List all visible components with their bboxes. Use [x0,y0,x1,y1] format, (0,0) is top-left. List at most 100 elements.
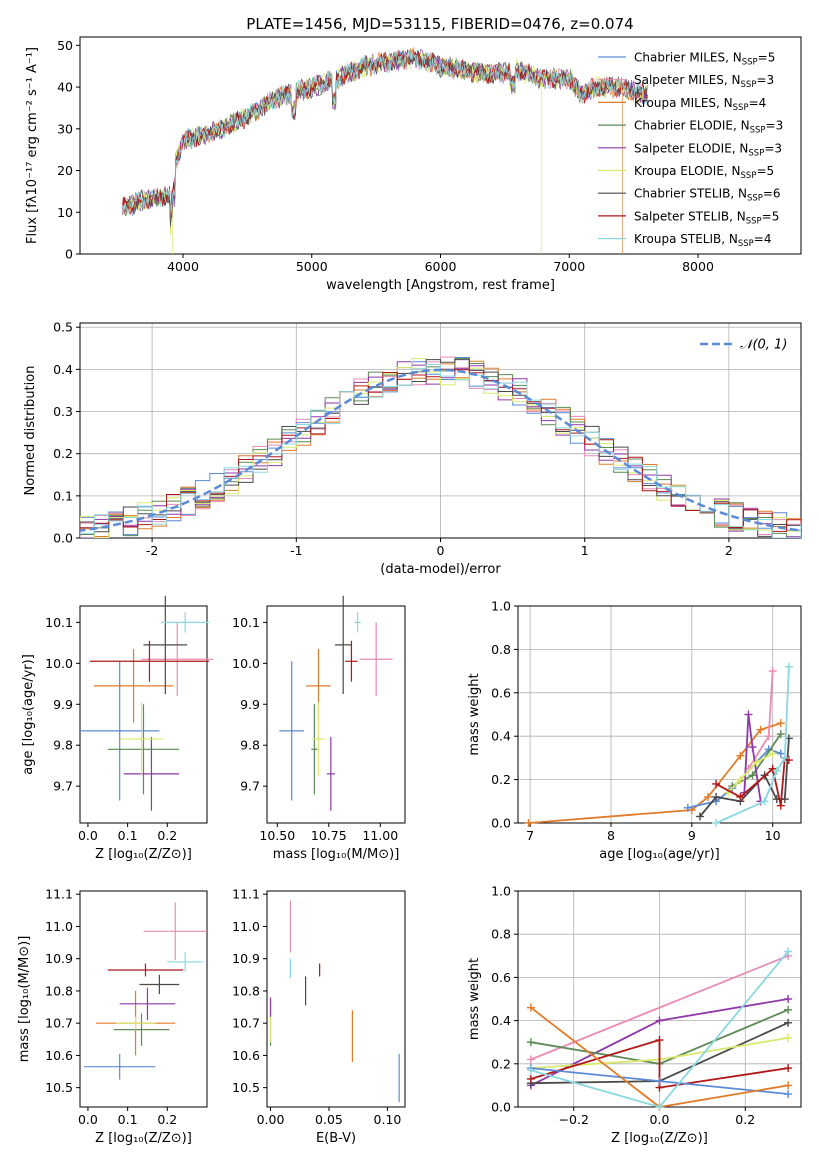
weight-marker [768,749,777,758]
weight-marker [748,743,757,752]
legend-tail: =4 [754,232,772,246]
weight-marker [784,995,793,1003]
weight-line-krou_miles [528,722,782,824]
legend-tail: =4 [749,96,767,110]
y-tick-label: 9.8 [53,738,73,753]
x-tick-label: 8 [607,828,615,843]
weight-marker [776,730,785,739]
errorbar-salp_stelib [107,963,184,977]
legend-subscript: SSP [741,80,757,90]
spectrum-series-krou_stelib [122,49,649,214]
x-tick-label: 10 [765,828,781,843]
errorbar-krou_stelib [167,952,204,972]
legend-entry: Kroupa MILES, NSSP=4 [634,96,766,113]
y-tick-label: 0.4 [53,362,73,377]
errorbar-salp_elodie [123,737,180,811]
spectrum-legend: Chabrier MILES, NSSP=5 Salpeter MILES, NS… [598,51,784,249]
errorbar-chab_elodie [113,1013,170,1046]
x-tick-label: 9 [688,828,696,843]
legend-tail: =5 [762,209,780,223]
residuals-ylabel: Normed distribution [23,366,38,496]
x-tick-label: 0.0 [78,828,98,843]
spectrum-ylabel: Flux [fλ10⁻¹⁷ erg cm⁻² s⁻¹ A⁻¹] [25,47,40,244]
legend-entry: Chabrier MILES, NSSP=5 [634,51,775,68]
spectrum-series-chab_elodie [122,48,649,224]
errorbar-chab_stelib [143,595,188,695]
weight-marker [744,710,753,719]
weight-marker [764,732,773,741]
y-tick-label: 10.8 [45,983,73,998]
residuals-xlabel: (data-model)/error [380,562,501,577]
legend-tail: =3 [766,119,784,133]
y-tick-label: 0.0 [53,531,73,546]
errorbar-salp_miles [143,902,207,961]
errorbar-chab_stelib [334,595,352,695]
weight-marker [526,1038,535,1047]
legend-subscript: SSP [747,194,763,204]
weight-marker [784,662,793,671]
weight-marker [655,1077,664,1086]
errorbar-salp_stelib [345,640,358,682]
z_weight-xlabel: Z [log₁₀(Z/Z⊙)] [611,1131,708,1146]
errorbar-krou_miles [93,648,174,723]
weight-line-salp_stelib [530,1038,789,1089]
y-tick-label: 0.5 [53,320,73,335]
weight-marker [695,812,704,821]
x-tick-label: −0.2 [559,1112,589,1127]
errorbar-krou_elodie [312,702,325,776]
weight-marker [736,775,745,784]
weight-marker [748,771,757,780]
weight-marker [712,779,721,788]
x-tick-label: 0.05 [315,1112,343,1127]
ebv_mass-xlabel: E(B-V) [316,1131,356,1146]
legend-tail: =3 [756,73,774,87]
x-tick-label: 0.2 [157,1112,177,1127]
y-tick-label: 0.2 [53,446,73,461]
y-tick-label: 10.6 [232,1048,260,1063]
weight-marker [736,751,745,760]
x-tick-label: 0.00 [257,1112,285,1127]
spectrum-lines [122,46,649,254]
ebv_mass-frame [266,890,406,1108]
weight-marker [526,1003,535,1012]
age_weight-xlabel: age [log₁₀(age/yr)] [599,847,720,862]
legend-entry: Salpeter MILES, NSSP=3 [634,73,774,90]
x-tick-label: 4000 [167,259,199,274]
y-tick-label: 20 [57,163,73,178]
weight-marker [784,1081,793,1090]
weight-marker [784,1090,793,1099]
x-tick-label: 10.75 [311,828,347,843]
y-tick-label: 10.1 [232,615,260,630]
legend-label: Chabrier STELIB, N [634,187,747,201]
y-tick-label: 9.7 [53,779,73,794]
y-tick-label: 0.6 [491,970,511,985]
legend-tail: =3 [764,141,782,155]
y-tick-label: 11.1 [232,887,260,902]
legend-label: Salpeter ELODIE, N [634,141,748,155]
z_age-xlabel: Z [log₁₀(Z/Z⊙)] [95,847,192,862]
weight-marker [784,1033,793,1042]
z_mass-points [83,902,207,1080]
weight-line-salp_miles [530,954,789,1061]
y-tick-label: 0.6 [491,685,511,700]
x-tick-label: 5000 [296,259,328,274]
legend-subscript: SSP [746,216,762,226]
x-tick-label: 6000 [425,259,457,274]
z_mass-axes: 0.0 0.1 0.2 10.5 10.6 10.7 10.8 10.9 11.0 11.1 Z [… [17,887,208,1146]
weight-marker [772,766,781,775]
legend-subscript: SSP [750,126,766,136]
z_age-frame [79,605,208,824]
figure-title: PLATE=1456, MJD=53115, FIBERID=0476, z=0… [246,15,633,33]
y-tick-label: 10.0 [232,656,260,671]
y-tick-label: 1.0 [491,599,511,614]
x-tick-label: 0.2 [735,1112,755,1127]
residual-histograms [80,356,801,538]
weight-marker [655,1103,664,1111]
mass_age-axes: 10.50 10.75 11.00 9.7 9.8 9.9 10.0 10.1 mass [lo… [232,605,406,862]
weight-line-krou_elodie [727,752,774,794]
weight-marker [768,764,777,773]
errorbar-salp_miles [141,622,213,697]
x-tick-label: 7 [526,828,534,843]
y-tick-label: 10.0 [45,656,73,671]
